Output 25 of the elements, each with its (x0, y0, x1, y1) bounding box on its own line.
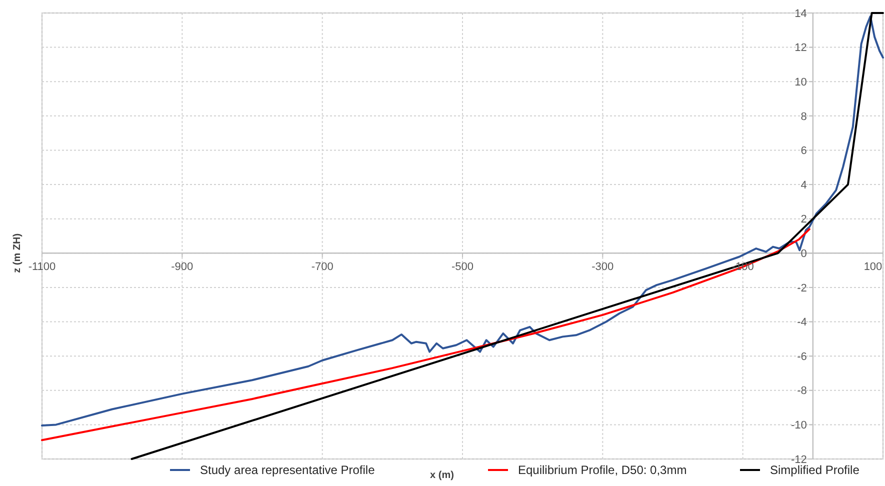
y-tick-label: 6 (800, 145, 807, 158)
y-tick-label: 10 (794, 76, 807, 88)
y-tick-label: -8 (797, 385, 807, 398)
y-tick-label: 0 (800, 248, 807, 260)
x-tick-label: 100 (864, 261, 882, 274)
y-tick-label: -12 (791, 454, 807, 466)
x-tick-label: -300 (592, 261, 614, 274)
x-tick-label: -900 (171, 261, 194, 274)
legend-label: Equilibrium Profile, D50: 0,3mm (518, 463, 687, 477)
y-tick-label: 14 (794, 8, 807, 20)
y-tick-label: 8 (800, 110, 807, 123)
y-tick-label: -4 (797, 316, 807, 329)
x-axis-title: x (m) (430, 470, 454, 481)
legend-label: Simplified Profile (770, 463, 860, 477)
y-tick-label: -10 (791, 420, 807, 432)
y-tick-label: 2 (800, 214, 807, 226)
y-tick-label: -2 (797, 282, 807, 294)
y-tick-label: 4 (800, 179, 807, 192)
y-axis-title: z (m ZH) (12, 233, 23, 273)
y-tick-label: -6 (797, 350, 807, 363)
y-tick-label: 12 (794, 42, 807, 54)
x-tick-label: -1100 (28, 261, 56, 274)
x-tick-label: -700 (311, 261, 334, 274)
x-tick-label: -500 (451, 261, 474, 274)
legend-label: Study area representative Profile (200, 463, 376, 477)
